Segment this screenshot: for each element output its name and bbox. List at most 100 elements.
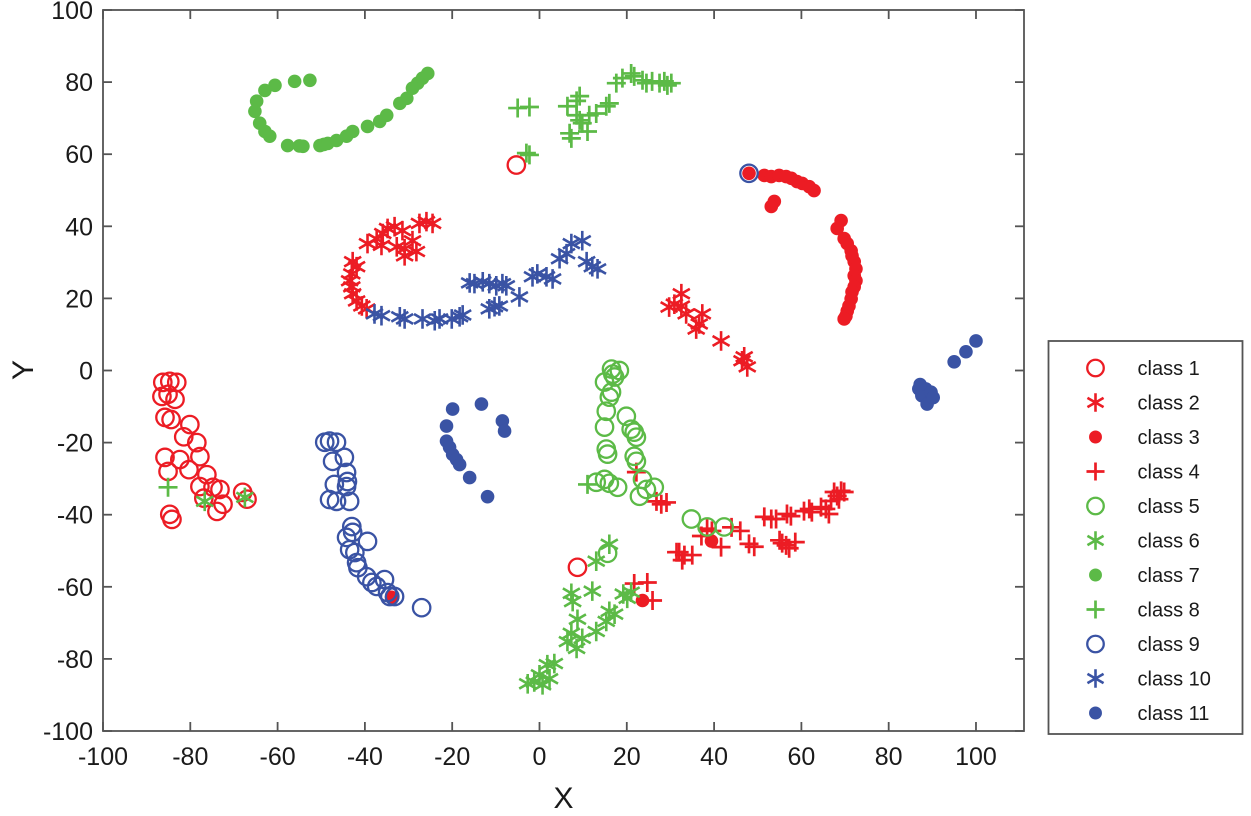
- series-class-7: [248, 66, 435, 154]
- marker-plus: [578, 121, 598, 141]
- marker-circle-open: [636, 479, 657, 500]
- y-tick-label: 0: [79, 358, 93, 386]
- marker-circle-filled: [742, 166, 756, 181]
- marker-circle-filled: [258, 83, 272, 98]
- marker-circle-open: [1086, 358, 1105, 378]
- marker-asterisk: [543, 269, 562, 289]
- marker-plus: [519, 97, 539, 117]
- x-tick-label: 80: [875, 743, 903, 771]
- marker-circle-filled: [474, 397, 489, 411]
- y-tick-label: -60: [57, 574, 93, 602]
- marker-circle-filled: [303, 73, 317, 88]
- marker-plus: [624, 66, 644, 86]
- marker-circle-filled: [497, 424, 512, 438]
- legend-label: class 2: [1138, 393, 1200, 415]
- legend-item-class-10: class 10: [1086, 669, 1211, 691]
- marker-asterisk: [453, 305, 472, 325]
- series-class-4: [624, 462, 854, 610]
- marker-circle-open: [739, 163, 759, 184]
- marker-asterisk: [395, 309, 414, 329]
- legend: class 1 class 2 class 3 class 4 class 5 class…: [1047, 340, 1244, 735]
- marker-circle-open: [616, 406, 637, 427]
- marker-circle-filled: [249, 94, 264, 109]
- marker-circle-filled: [913, 377, 927, 392]
- marker-circle-filled: [296, 139, 310, 154]
- marker-asterisk: [1086, 669, 1105, 688]
- marker-circle-open: [597, 444, 618, 464]
- marker-circle-filled: [420, 66, 435, 81]
- x-tick-label: -40: [347, 743, 383, 771]
- marker-circle-open: [334, 447, 355, 468]
- marker-circle-filled: [280, 138, 295, 153]
- marker-circle-open: [379, 586, 400, 607]
- marker-circle-open: [357, 531, 378, 552]
- marker-circle-open: [1086, 496, 1105, 516]
- marker-circle-open: [604, 367, 625, 387]
- marker-asterisk: [563, 591, 582, 612]
- legend-item-class-5: class 5: [1086, 496, 1200, 518]
- marker-plus: [599, 93, 619, 113]
- marker-circle-open: [326, 491, 347, 512]
- series-class-11: [439, 334, 983, 504]
- marker-plus: [730, 521, 750, 541]
- marker-asterisk: [568, 609, 587, 630]
- marker-circle-filled: [360, 119, 375, 134]
- marker-asterisk: [587, 551, 606, 572]
- marker-asterisk: [711, 331, 731, 351]
- marker-circle-open: [362, 572, 382, 593]
- data-points: [152, 63, 983, 695]
- marker-asterisk: [393, 220, 412, 241]
- marker-plus: [586, 103, 606, 123]
- legend-item-class-8: class 8: [1086, 600, 1200, 622]
- marker-circle-filled: [480, 489, 495, 504]
- marker-plus: [637, 572, 657, 592]
- marker-circle-filled: [439, 419, 454, 433]
- legend-item-class-7: class 7: [1089, 565, 1200, 587]
- marker-asterisk: [583, 581, 602, 601]
- marker-circle-open: [336, 476, 357, 497]
- marker-plus: [821, 491, 841, 511]
- marker-plus: [744, 537, 764, 557]
- marker-asterisk: [588, 259, 607, 279]
- marker-asterisk: [533, 675, 552, 695]
- marker-circle-filled: [1089, 430, 1102, 444]
- marker-plus: [578, 474, 598, 494]
- marker-plus: [799, 499, 819, 519]
- marker-plus: [682, 545, 702, 565]
- legend-item-class-2: class 2: [1086, 393, 1200, 415]
- y-tick-label: 40: [65, 213, 93, 241]
- marker-plus: [158, 477, 178, 497]
- y-tick-label: -100: [43, 718, 93, 746]
- marker-asterisk: [573, 230, 592, 251]
- series-class-8: [158, 63, 681, 497]
- legend-label: class 9: [1138, 634, 1200, 656]
- series-class-10: [365, 230, 607, 331]
- x-tick-label: -20: [434, 743, 470, 771]
- marker-circle-open: [165, 389, 185, 410]
- series-class-9: [314, 163, 759, 618]
- marker-plus: [781, 506, 801, 526]
- series-class-6: [195, 487, 641, 695]
- y-tick-label: -40: [57, 502, 93, 530]
- y-tick-label: 60: [65, 141, 93, 169]
- marker-plus: [519, 145, 539, 165]
- legend-box: [1047, 340, 1244, 735]
- marker-plus: [667, 542, 687, 562]
- marker-circle-filled: [959, 344, 973, 359]
- marker-plus: [819, 504, 839, 524]
- marker-asterisk: [622, 582, 641, 603]
- legend-item-class-4: class 4: [1086, 462, 1200, 484]
- marker-plus: [516, 143, 536, 163]
- marker-circle-open: [629, 486, 650, 507]
- marker-circle-open: [411, 597, 432, 618]
- marker-asterisk: [490, 296, 509, 316]
- series-class-5: [586, 359, 734, 564]
- marker-asterisk: [372, 305, 391, 326]
- marker-asterisk: [510, 287, 529, 307]
- marker-plus: [657, 75, 677, 95]
- marker-circle-filled: [268, 78, 282, 93]
- marker-asterisk: [528, 264, 547, 284]
- legend-label: class 5: [1138, 496, 1200, 518]
- marker-plus: [557, 96, 577, 116]
